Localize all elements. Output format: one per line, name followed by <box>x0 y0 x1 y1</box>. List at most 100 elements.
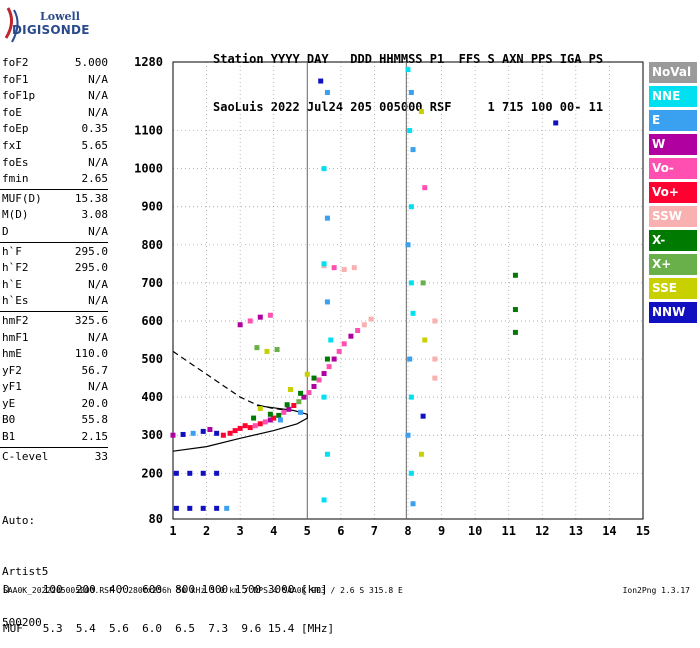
param-row: C-level 33 <box>0 449 112 466</box>
x-tick-label: 15 <box>636 524 650 538</box>
y-tick-label: 1000 <box>134 162 163 176</box>
echo-point <box>214 470 220 476</box>
echo-point <box>284 402 290 408</box>
x-tick-label: 14 <box>602 524 616 538</box>
param-row: fmin 2.65 <box>0 171 112 188</box>
echo-point <box>254 345 260 351</box>
echo-point <box>276 412 282 418</box>
legend-item-vo-: Vo+ <box>649 182 697 203</box>
param-name: foF1 <box>2 72 29 86</box>
echo-point <box>321 371 327 377</box>
echo-point <box>408 280 414 286</box>
param-name: h`Es <box>2 294 29 308</box>
echo-point <box>422 185 428 191</box>
echo-point <box>247 425 253 431</box>
param-value: 5.65 <box>81 138 109 152</box>
param-value: 2.15 <box>81 430 109 444</box>
param-row: foEp 0.35 <box>0 121 112 138</box>
echo-point <box>324 299 330 305</box>
echo-point <box>277 417 283 423</box>
param-row: h`F 295.0 <box>0 244 112 261</box>
echo-point <box>328 337 334 343</box>
echo-point <box>200 470 206 476</box>
echo-point <box>224 505 230 511</box>
echo-point <box>286 406 292 412</box>
echo-point <box>432 356 438 362</box>
legend-item-noval: NoVal <box>649 62 697 83</box>
echo-point <box>316 377 322 383</box>
param-row: D N/A <box>0 224 112 241</box>
echo-point <box>512 272 518 278</box>
param-row: foE N/A <box>0 105 112 122</box>
echo-point <box>418 109 424 115</box>
param-separator <box>0 188 108 190</box>
param-value: N/A <box>88 72 108 86</box>
echo-point <box>304 371 310 377</box>
echo-point <box>410 310 416 316</box>
echo-point <box>291 403 297 409</box>
param-separator <box>0 446 108 448</box>
echo-point <box>267 411 273 417</box>
param-value: 295.0 <box>74 244 108 258</box>
param-name: h`F <box>2 244 22 258</box>
param-value: 55.8 <box>81 413 109 427</box>
param-value: 20.0 <box>81 396 109 410</box>
param-value: N/A <box>88 294 108 308</box>
param-row: foF2 5.000 <box>0 55 112 72</box>
echo-point <box>232 428 238 434</box>
y-tick-label: 500 <box>141 352 163 366</box>
echo-point <box>252 423 258 429</box>
echo-point <box>405 67 411 73</box>
y-tick-label: 600 <box>141 314 163 328</box>
echo-point <box>331 356 337 362</box>
param-name: fmin <box>2 172 29 186</box>
param-value: N/A <box>88 89 108 103</box>
echo-point <box>298 409 304 415</box>
echo-point <box>318 78 324 84</box>
echo-point <box>288 387 293 393</box>
param-row: foF1p N/A <box>0 88 112 105</box>
echo-point <box>405 432 411 438</box>
legend-item-x-: X- <box>649 230 697 251</box>
y-tick-label: 80 <box>149 512 163 526</box>
echo-point <box>341 267 347 273</box>
param-value: 325.6 <box>74 313 108 327</box>
echo-point <box>214 430 220 436</box>
echo-point <box>242 423 248 429</box>
y-tick-label: 300 <box>141 428 163 442</box>
echo-point <box>432 318 438 324</box>
echo-point <box>324 89 330 95</box>
echo-point <box>321 497 327 503</box>
param-row: foEs N/A <box>0 155 112 172</box>
param-name: B1 <box>2 430 16 444</box>
param-name: h`F2 <box>2 261 29 275</box>
echo-point <box>267 312 273 318</box>
echo-point <box>553 120 559 126</box>
echo-point <box>274 347 280 353</box>
param-value: N/A <box>88 277 108 291</box>
param-name: hmF2 <box>2 313 29 327</box>
echo-point <box>237 322 243 328</box>
echo-point <box>321 394 327 400</box>
echo-point <box>187 505 193 511</box>
legend-item-w: W <box>649 134 697 155</box>
param-row: h`E N/A <box>0 277 112 294</box>
echo-point <box>237 425 243 431</box>
y-tick-label: 200 <box>141 466 163 480</box>
param-value: 2.65 <box>81 172 109 186</box>
plot-frame <box>172 61 644 520</box>
y-tick-label: 1280 <box>134 55 163 69</box>
x-tick-label: 1 <box>169 524 176 538</box>
x-tick-label: 10 <box>468 524 482 538</box>
legend-item-nne: NNE <box>649 86 697 107</box>
x-tick-label: 6 <box>337 524 344 538</box>
echo-point <box>336 348 342 354</box>
param-row: B0 55.8 <box>0 412 112 429</box>
echo-point <box>326 364 332 370</box>
echo-point <box>306 390 312 396</box>
x-tick-label: 5 <box>304 524 311 538</box>
x-tick-label: 8 <box>404 524 411 538</box>
y-tick-label: 400 <box>141 390 163 404</box>
param-name: hmF1 <box>2 330 29 344</box>
echo-point <box>512 329 518 335</box>
